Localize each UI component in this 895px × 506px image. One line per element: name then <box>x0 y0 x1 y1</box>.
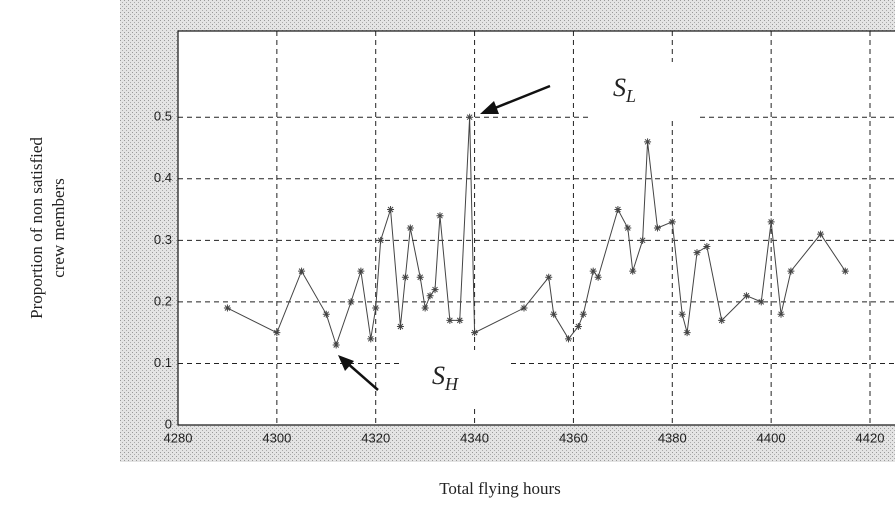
x-tick-label: 4380 <box>658 430 687 445</box>
data-point <box>372 304 380 312</box>
data-point <box>416 273 424 281</box>
data-point <box>431 286 439 294</box>
data-point <box>396 323 404 330</box>
y-tick-label: 0.5 <box>154 109 172 124</box>
data-point <box>693 249 701 257</box>
x-tick-label: 4400 <box>757 430 786 445</box>
data-point <box>624 224 632 232</box>
data-point <box>298 267 306 275</box>
data-point <box>574 323 582 330</box>
x-tick-label: 4420 <box>856 430 885 445</box>
data-point <box>421 304 429 312</box>
data-point <box>436 212 444 220</box>
data-point <box>757 298 765 306</box>
x-tick-label: 4360 <box>559 430 588 445</box>
data-point <box>322 310 330 318</box>
data-point <box>653 224 661 232</box>
data-point <box>332 341 340 349</box>
plot-area <box>178 31 895 425</box>
x-axis-label: Total flying hours <box>439 479 561 498</box>
data-point <box>787 267 795 275</box>
y-axis-label: crew members <box>49 178 68 278</box>
data-point <box>644 138 652 146</box>
data-point <box>579 310 587 318</box>
data-point <box>520 304 528 312</box>
y-tick-label: 0.3 <box>154 232 172 247</box>
data-point <box>347 298 355 306</box>
x-tick-label: 4300 <box>262 430 291 445</box>
data-point <box>564 335 572 343</box>
data-point <box>223 304 231 312</box>
label-mask <box>590 62 700 120</box>
y-axis-label: Proportion of non satisfied <box>27 137 46 319</box>
data-point <box>777 310 785 318</box>
y-tick-label: 0.4 <box>154 170 172 185</box>
data-point <box>594 273 602 281</box>
series <box>223 113 849 349</box>
data-point <box>678 310 686 318</box>
data-point <box>614 206 622 214</box>
y-tick-label: 0 <box>165 416 172 431</box>
y-tick-label: 0.1 <box>154 355 172 370</box>
data-point <box>456 316 464 324</box>
arrow <box>338 355 379 391</box>
annotation: SH <box>432 361 459 394</box>
data-point <box>446 316 454 324</box>
data-point <box>767 218 775 226</box>
data-point <box>742 292 750 300</box>
data-point <box>471 329 479 337</box>
data-point <box>703 242 711 250</box>
label-mask <box>400 350 510 408</box>
data-point <box>718 316 726 324</box>
data-point <box>668 218 676 226</box>
data-point <box>550 310 558 318</box>
data-point <box>357 267 365 275</box>
y-tick-label: 0.2 <box>154 293 172 308</box>
data-point <box>683 329 691 337</box>
data-point <box>387 206 395 214</box>
data-point <box>817 230 825 238</box>
data-point <box>589 267 597 275</box>
data-point <box>466 113 474 121</box>
data-point <box>401 273 409 281</box>
data-point <box>841 267 849 275</box>
arrow <box>480 84 551 114</box>
data-point <box>629 267 637 275</box>
x-tick-label: 4320 <box>361 430 390 445</box>
data-point <box>273 329 281 337</box>
data-point <box>367 335 375 343</box>
data-point <box>545 273 553 281</box>
data-point <box>406 224 414 232</box>
data-point <box>377 236 385 244</box>
data-point <box>639 236 647 244</box>
annotation: SL <box>613 73 636 106</box>
x-tick-label: 4280 <box>164 430 193 445</box>
x-tick-label: 4340 <box>460 430 489 445</box>
axes-box <box>177 30 895 426</box>
data-point <box>426 292 434 300</box>
